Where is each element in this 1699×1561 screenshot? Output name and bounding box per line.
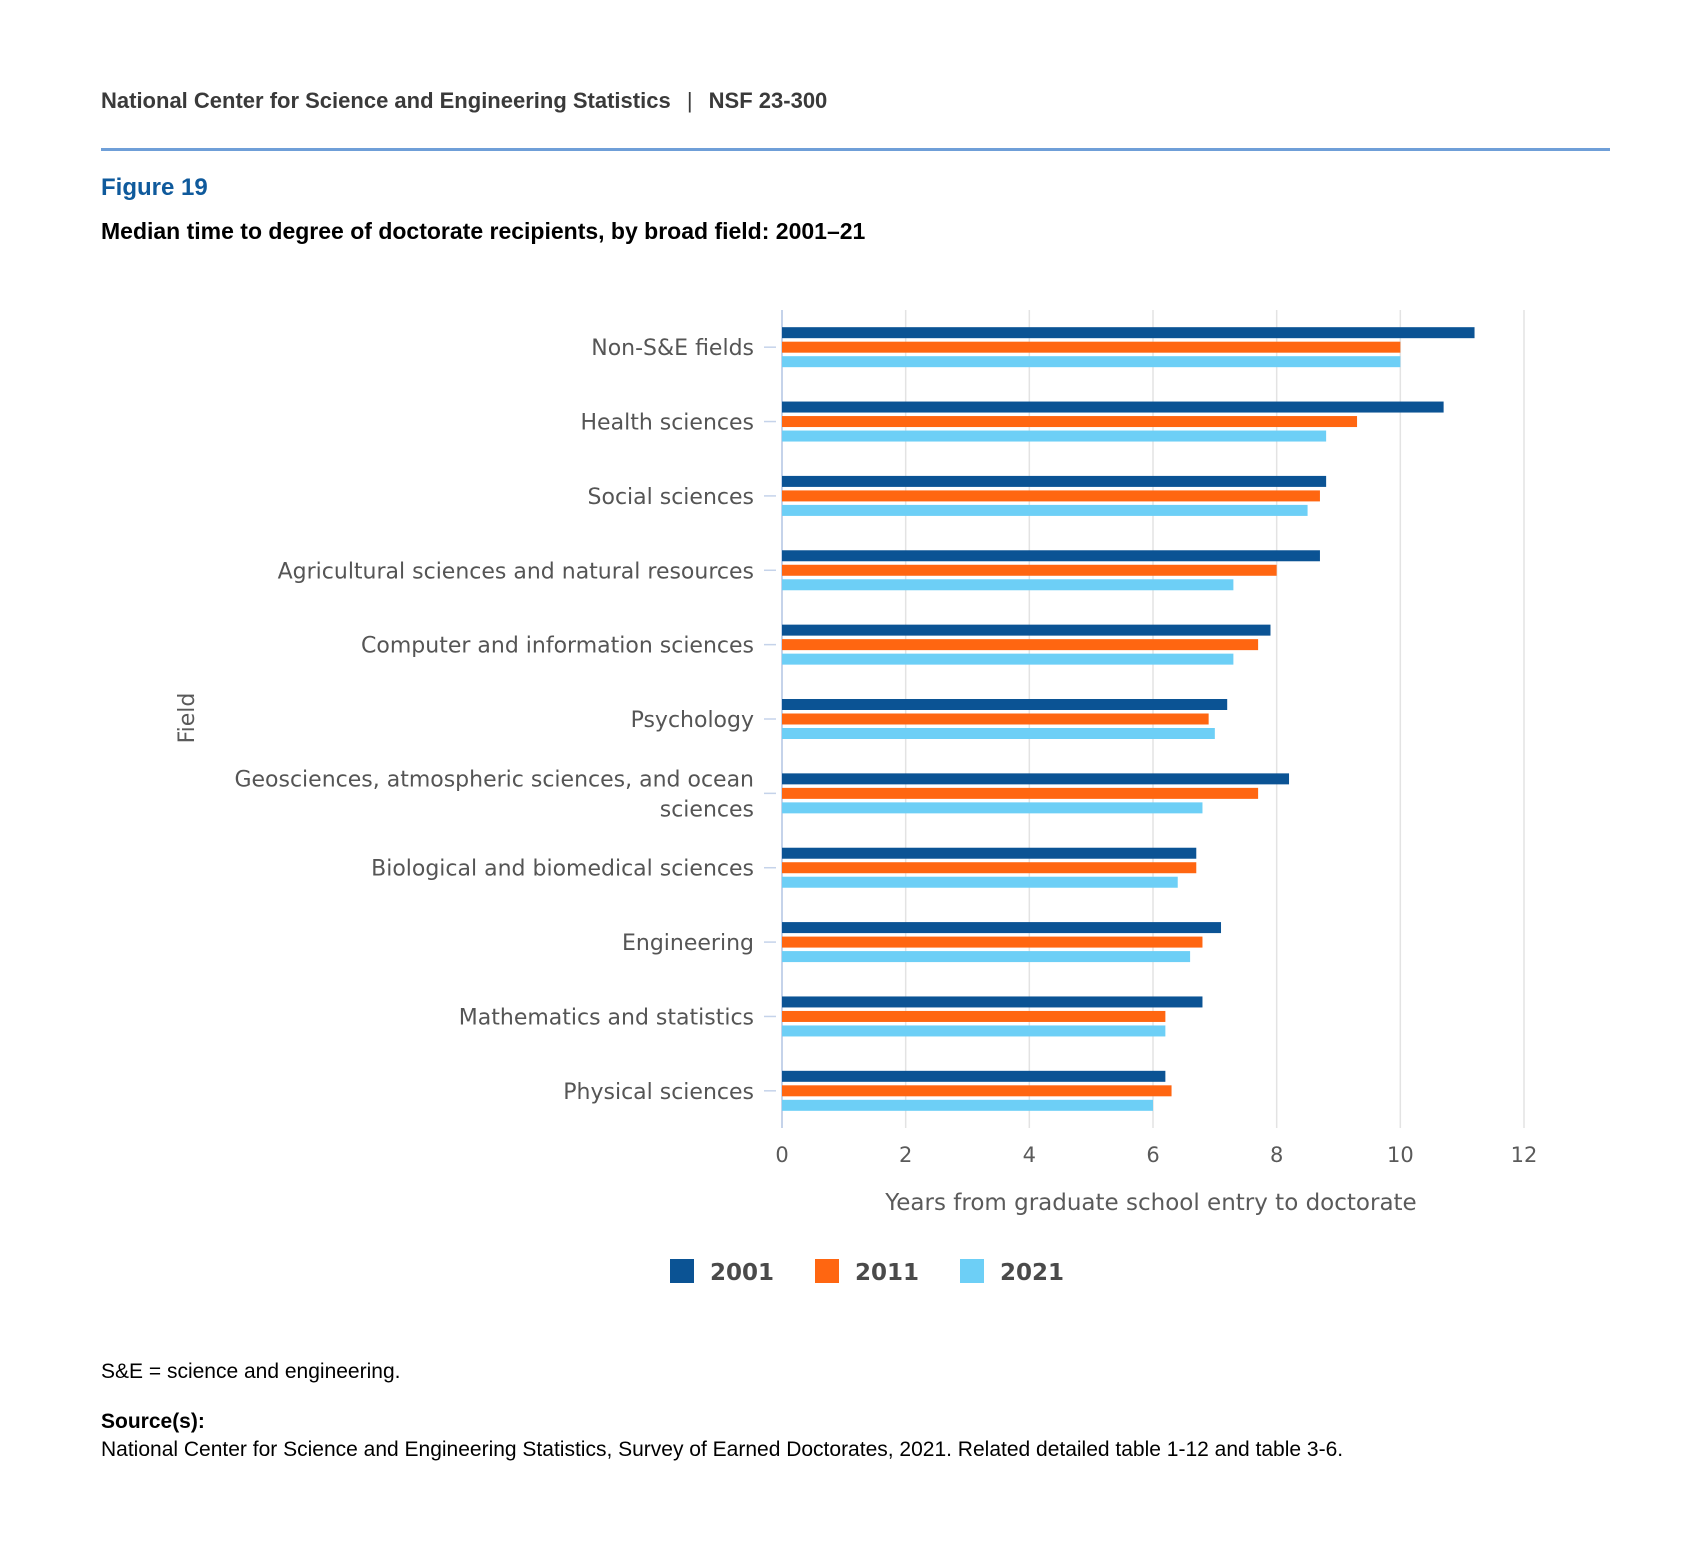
bar-2001 [782,922,1222,934]
x-tick-label: 6 [1146,1143,1159,1167]
category-label: Computer and information sciences [361,634,754,659]
bar-2001 [782,699,1228,710]
x-tick-label: 2 [899,1143,912,1167]
x-axis-title: Years from graduate school entry to doct… [884,1190,1416,1216]
figure-title: Median time to degree of doctorate recip… [101,218,866,244]
legend-label: 2011 [855,1260,919,1286]
legend-label: 2001 [710,1260,774,1286]
bar-2001 [782,1070,1166,1082]
category-label: sciences [660,797,754,822]
bar-2011 [782,787,1259,799]
category-label: Physical sciences [563,1080,754,1105]
category-label: Mathematics and statistics [459,1005,754,1030]
bar-2001 [782,327,1475,339]
bar-2021 [782,876,1178,888]
bar-2021 [782,430,1327,442]
bars [782,327,1475,1111]
bar-2021 [782,356,1401,368]
bar-2011 [782,862,1197,874]
bar-2001 [782,550,1320,562]
x-tick-labels: 0 2 4 6 8 10 12 [775,1143,1537,1167]
y-axis-title: Field [175,693,200,744]
bar-2021 [782,728,1215,739]
source-text: National Center for Science and Engineer… [101,1438,1344,1461]
bar-2021 [782,579,1234,591]
bar-2001 [782,773,1290,785]
bar-2011 [782,713,1209,725]
source-label: Source(s): [101,1410,205,1433]
x-tick-label: 4 [1023,1143,1036,1167]
bar-2001 [782,475,1327,487]
x-tick-label: 0 [775,1143,788,1167]
category-label: Non-S&E fields [591,336,754,361]
abbreviation-note: S&E = science and engineering. [101,1360,401,1383]
bar-2011 [782,564,1277,576]
header-divider [101,148,1610,151]
header-separator: | [686,88,693,113]
legend-swatch [670,1259,694,1283]
x-tick-label: 8 [1270,1143,1283,1167]
bar-2021 [782,653,1234,665]
x-tick-label: 12 [1511,1143,1538,1167]
bar-2001 [782,401,1444,413]
bar-2011 [782,1010,1166,1022]
bar-2011 [782,490,1320,502]
report-header: National Center for Science and Engineer… [101,88,827,114]
category-label: Biological and biomedical sciences [371,857,754,882]
header-report-id: NSF 23-300 [708,88,828,113]
bar-2021 [782,1025,1166,1037]
x-tick-label: 10 [1387,1143,1414,1167]
bar-2011 [782,1085,1172,1097]
grid-lines [781,310,1525,1128]
category-label: Psychology [631,708,754,733]
legend-label: 2021 [1000,1260,1064,1286]
category-label: Social sciences [588,485,754,510]
bar-2021 [782,951,1191,963]
bar-2011 [782,936,1203,948]
category-label: Geosciences, atmospheric sciences, and o… [234,767,754,792]
legend-swatch [815,1259,839,1283]
bar-2011 [782,416,1358,428]
header-org: National Center for Science and Engineer… [101,88,671,113]
bar-2011 [782,341,1401,353]
legend: 2001 2011 2021 [670,1259,1064,1286]
category-label: Engineering [622,931,754,956]
category-labels: Non-S&E fields Health sciences Social scie… [234,336,776,1105]
category-label: Health sciences [581,411,754,436]
bar-chart: Non-S&E fields Health sciences Social scie… [175,310,1537,1286]
bar-2021 [782,1099,1153,1111]
bar-2001 [782,847,1197,859]
figure-label: Figure 19 [101,174,208,201]
bar-2021 [782,802,1203,814]
bar-2021 [782,504,1308,516]
bar-2001 [782,996,1203,1008]
category-label: Agricultural sciences and natural resour… [278,559,754,584]
bar-2001 [782,624,1271,636]
bar-2011 [782,639,1259,651]
legend-swatch [960,1259,984,1283]
